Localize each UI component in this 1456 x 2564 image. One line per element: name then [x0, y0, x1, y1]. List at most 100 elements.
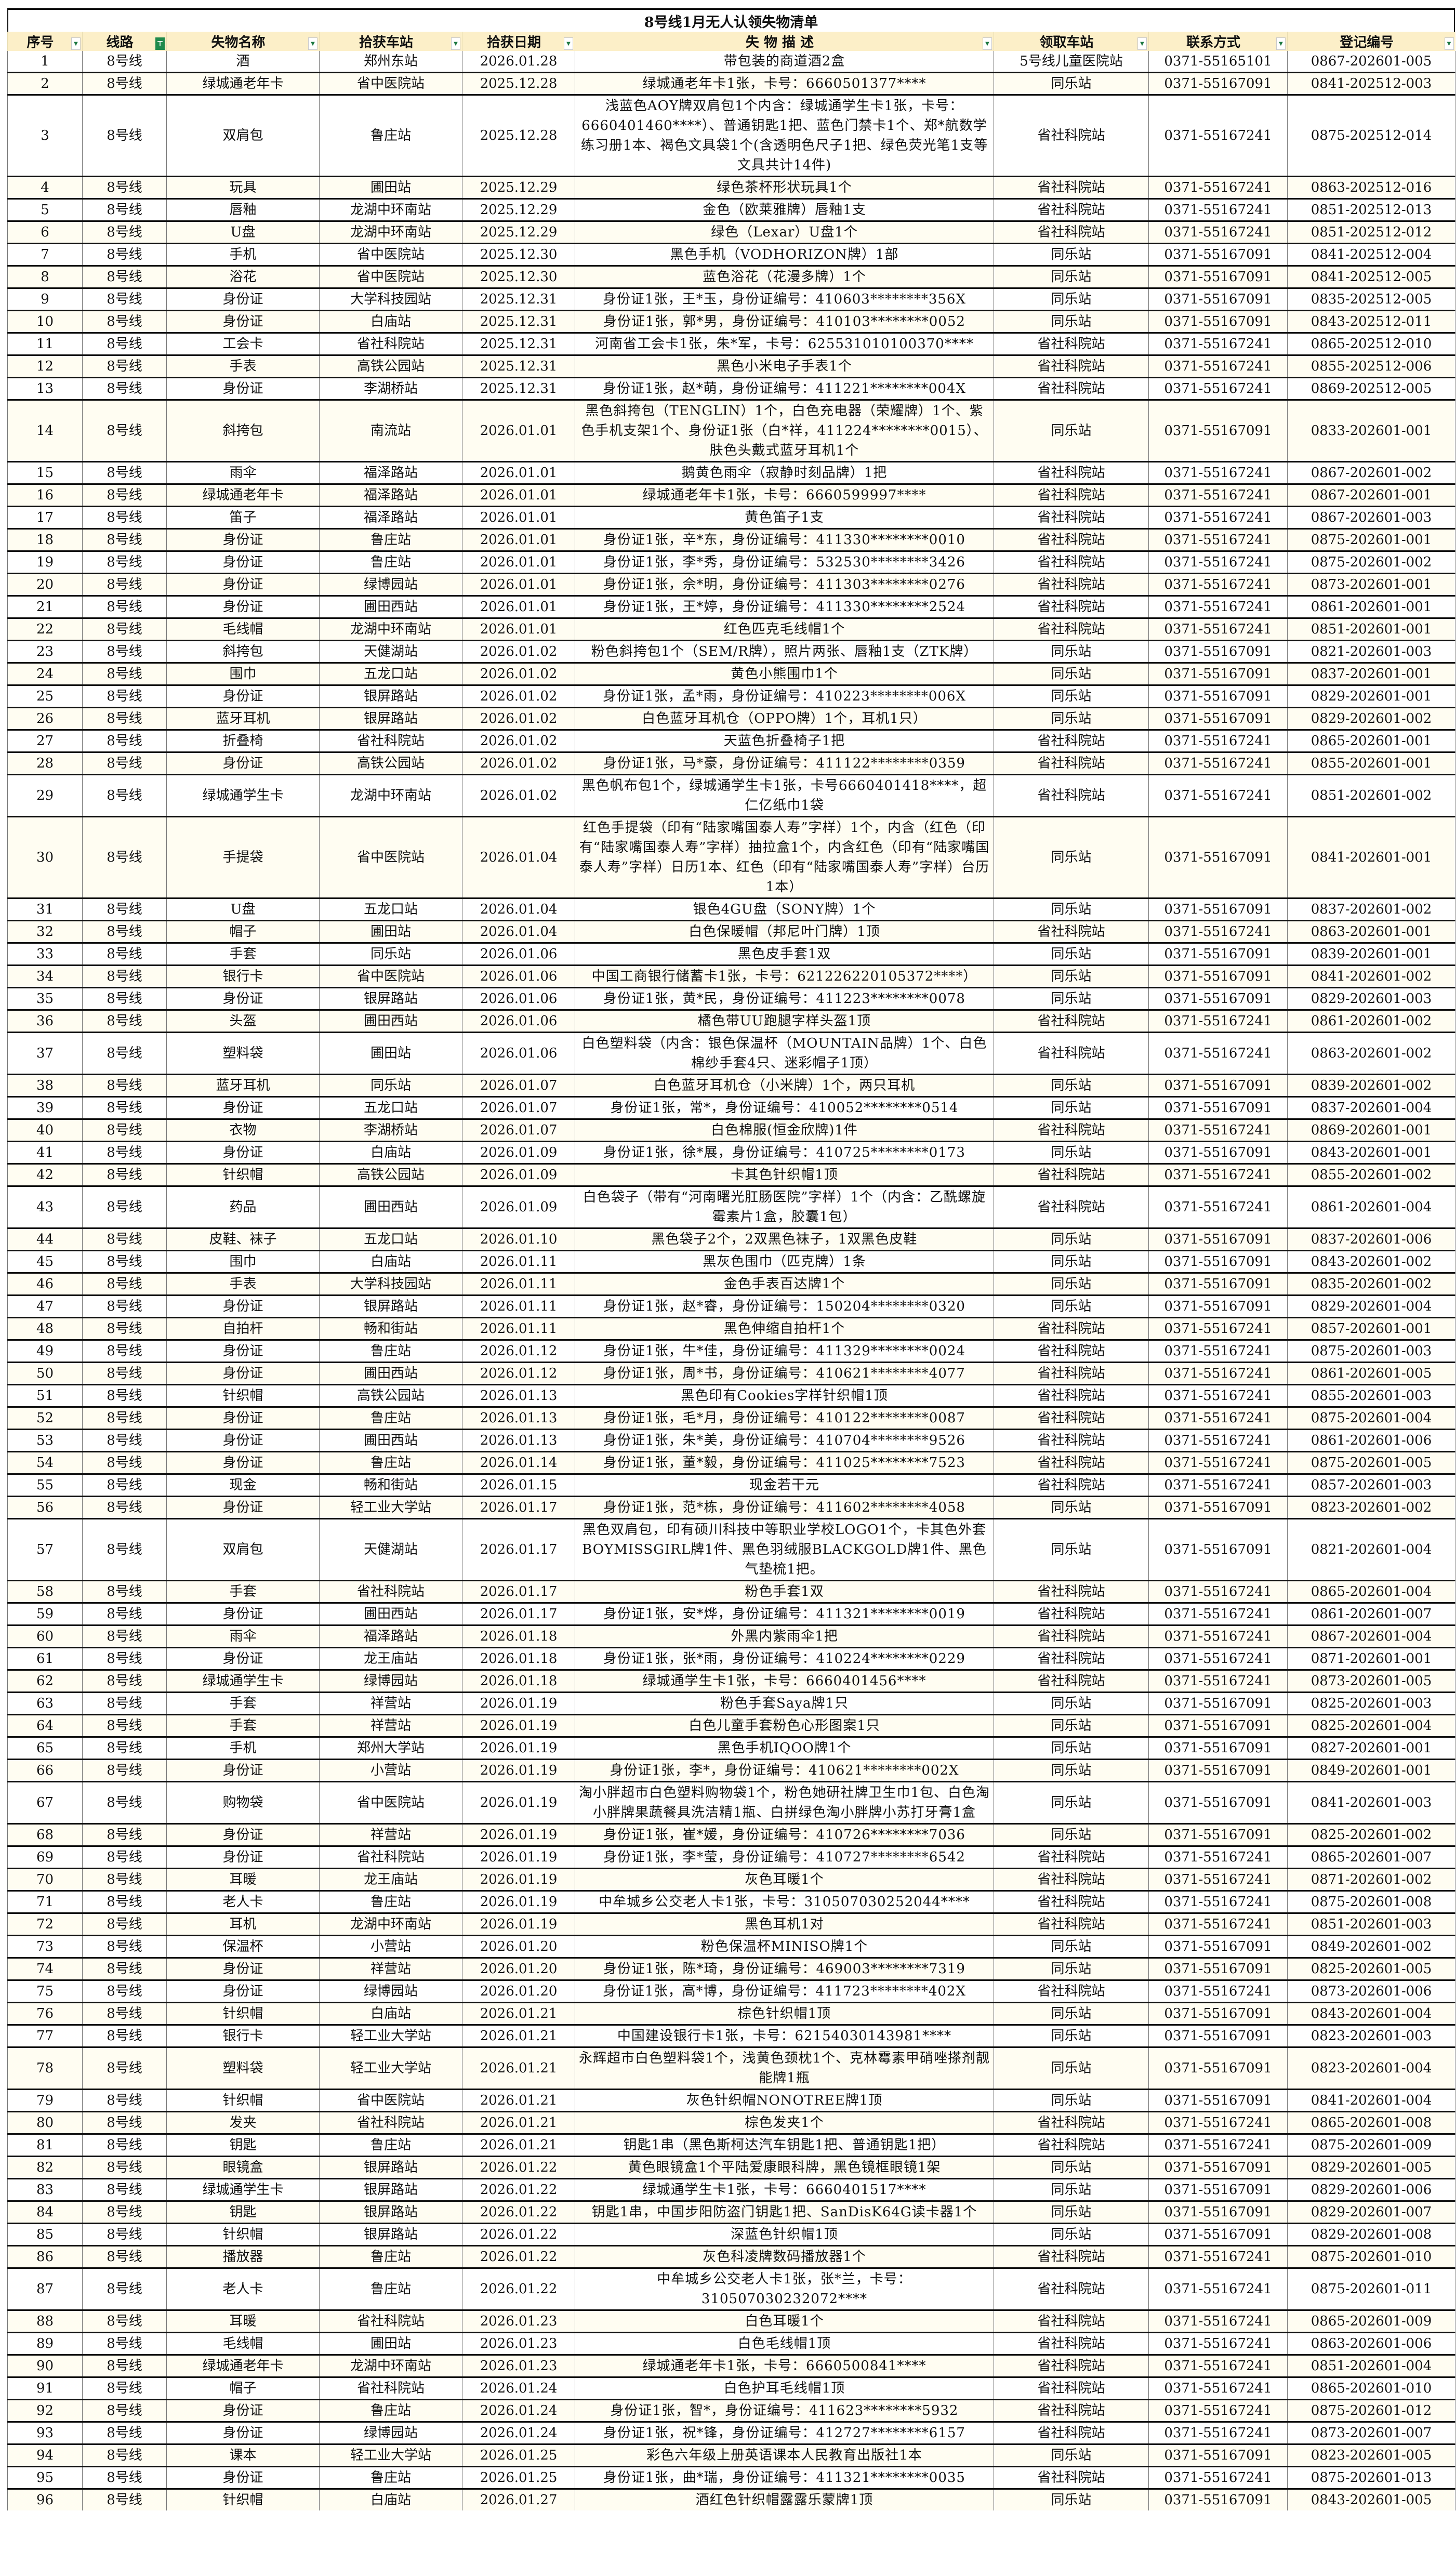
cell-line: 8号线	[82, 377, 167, 401]
cell-item-name: 购物袋	[166, 1781, 320, 1825]
table-row: 74 8号线 身份证 祥营站 2026.01.20 身份证1张，陈*琦，身份证编号：469…	[7, 1958, 1455, 1981]
cell-pickup-station: 省社科院站	[994, 1603, 1149, 1626]
cell-pickup-station: 省社科院站	[994, 1913, 1149, 1936]
cell-line: 8号线	[82, 965, 167, 988]
cell-line: 8号线	[82, 1737, 167, 1760]
cell-item-name: 绿城通学生卡	[166, 774, 320, 817]
cell-found-date: 2026.01.22	[462, 2201, 575, 2224]
cell-item-name: 身份证	[166, 1362, 320, 1385]
cell-pickup-station: 同乐站	[994, 2201, 1149, 2224]
cell-contact: 0371-55167241	[1148, 199, 1288, 222]
cell-found-station: 白庙站	[319, 1250, 462, 1274]
table-row: 60 8号线 雨伞 福泽路站 2026.01.18 外黑内紫雨伞1把 省社科院站 0371-5…	[7, 1625, 1455, 1648]
cell-found-date: 2025.12.31	[462, 333, 575, 356]
table-row: 5 8号线 唇釉 龙湖中环南站 2025.12.29 金色（欧莱雅牌）唇釉1支 省社科院站 0…	[7, 199, 1455, 222]
cell-contact: 0371-55167241	[1148, 1119, 1288, 1142]
cell-contact: 0371-55167241	[1148, 2268, 1288, 2311]
filter-funnel-icon[interactable]: ⊤	[155, 37, 165, 50]
cell-seq: 67	[7, 1781, 83, 1825]
cell-found-date: 2026.01.09	[462, 1141, 575, 1165]
cell-seq: 59	[7, 1603, 83, 1626]
dropdown-arrow-icon[interactable]: ▼	[1137, 37, 1147, 50]
dropdown-arrow-icon[interactable]: ▼	[308, 37, 317, 50]
cell-register-no: 0829-202601-004	[1287, 1295, 1455, 1318]
cell-register-no: 0825-202601-005	[1287, 1958, 1455, 1981]
dropdown-arrow-icon[interactable]: ▼	[71, 37, 81, 50]
cell-pickup-station: 省社科院站	[994, 1384, 1149, 1408]
cell-found-station: 省社科院站	[319, 1846, 462, 1869]
cell-line: 8号线	[82, 1496, 167, 1519]
cell-seq: 81	[7, 2134, 83, 2157]
cell-description: 黑色斜挎包（TENGLIN）1个，白色充电器（荣耀牌）1个、紫色手机支架1个、身…	[575, 400, 994, 462]
cell-pickup-station: 省社科院站	[994, 1186, 1149, 1229]
cell-line: 8号线	[82, 2377, 167, 2400]
table-row: 75 8号线 身份证 绿博园站 2026.01.20 身份证1张，高*博，身份证编号：41…	[7, 1980, 1455, 2003]
column-header-found-date[interactable]: 拾获日期 ▼	[462, 32, 575, 51]
cell-contact: 0371-55167091	[1148, 965, 1288, 988]
dropdown-arrow-icon[interactable]: ▼	[451, 37, 460, 50]
table-row: 56 8号线 身份证 轻工业大学站 2026.01.17 身份证1张，范*栋，身份证编号：…	[7, 1496, 1455, 1519]
cell-found-date: 2026.01.11	[462, 1250, 575, 1274]
column-header-pickup-station[interactable]: 领取车站 ▼	[994, 32, 1149, 51]
cell-description: 绿城通学生卡1张，卡号：6660401517****	[575, 2178, 994, 2202]
column-header-item-name[interactable]: 失物名称 ▼	[166, 32, 320, 51]
table-row: 3 8号线 双肩包 鲁庄站 2025.12.28 浅蓝色AOY牌双肩包1个内含：绿城通学生…	[7, 95, 1455, 177]
cell-found-station: 鲁庄站	[319, 551, 462, 574]
cell-contact: 0371-55167241	[1148, 1340, 1288, 1363]
column-header-register-no[interactable]: 登记编号 ▼	[1287, 32, 1455, 51]
table-row: 41 8号线 身份证 白庙站 2026.01.09 身份证1张，徐*展，身份证编号：410…	[7, 1141, 1455, 1165]
cell-line: 8号线	[82, 333, 167, 356]
table-row: 57 8号线 双肩包 天健湖站 2026.01.17 黑色双肩包，印有硕川科技中等职业学校…	[7, 1518, 1455, 1581]
cell-found-date: 2026.01.01	[462, 528, 575, 552]
cell-item-name: 身份证	[166, 1759, 320, 1782]
dropdown-arrow-icon[interactable]: ▼	[1444, 37, 1454, 50]
cell-description: 身份证1张，黄*民，身份证编号：411223********0078	[575, 987, 994, 1011]
cell-line: 8号线	[82, 1362, 167, 1385]
cell-seq: 69	[7, 1846, 83, 1869]
cell-register-no: 0843-202601-004	[1287, 2002, 1455, 2026]
cell-found-station: 福泽路站	[319, 506, 462, 530]
cell-seq: 35	[7, 987, 83, 1011]
column-header-contact[interactable]: 联系方式 ▼	[1148, 32, 1288, 51]
dropdown-arrow-icon[interactable]: ▼	[564, 37, 573, 50]
cell-contact: 0371-55167241	[1148, 752, 1288, 775]
cell-item-name: 玩具	[166, 176, 320, 200]
cell-found-date: 2026.01.25	[462, 2466, 575, 2490]
table-row: 34 8号线 银行卡 省中医院站 2026.01.06 中国工商银行储蓄卡1张，卡号：62…	[7, 965, 1455, 988]
cell-seq: 54	[7, 1451, 83, 1475]
cell-pickup-station: 省社科院站	[994, 1980, 1149, 2003]
column-header-label: 失物名称	[211, 35, 266, 50]
cell-seq: 90	[7, 2355, 83, 2378]
table-body: 1 8号线酒郑州东站 2026.01.28 带包装的商道酒2盒 5号线儿童医院站 0371…	[7, 51, 1455, 2510]
column-header-line[interactable]: 线路 ⊤	[82, 32, 167, 51]
cell-contact: 0371-55167241	[1148, 1032, 1288, 1075]
cell-register-no: 0825-202601-004	[1287, 1714, 1455, 1738]
cell-contact: 0371-55167091	[1148, 1250, 1288, 1274]
cell-seq: 27	[7, 730, 83, 753]
cell-line: 8号线	[82, 920, 167, 944]
cell-item-name: 斜挎包	[166, 640, 320, 664]
cell-register-no: 0829-202601-001	[1287, 685, 1455, 708]
cell-contact: 0371-55167241	[1148, 1407, 1288, 1430]
cell-pickup-station: 省社科院站	[994, 2422, 1149, 2445]
cell-item-name: 身份证	[166, 1429, 320, 1452]
column-header-description[interactable]: 失 物 描 述 ▼	[575, 32, 994, 51]
cell-found-station: 龙湖中环南站	[319, 774, 462, 817]
cell-item-name: 身份证	[166, 987, 320, 1011]
cell-seq: 45	[7, 1250, 83, 1274]
cell-item-name: 针织帽	[166, 2489, 320, 2510]
dropdown-arrow-icon[interactable]: ▼	[1276, 37, 1286, 50]
cell-item-name: 笛子	[166, 506, 320, 530]
cell-found-date: 2026.01.09	[462, 1164, 575, 1187]
cell-item-name: 耳机	[166, 1913, 320, 1936]
column-header-seq[interactable]: 序号 ▼	[7, 32, 83, 51]
cell-line: 8号线	[82, 1096, 167, 1120]
column-header-found-station[interactable]: 拾获车站 ▼	[319, 32, 462, 51]
cell-description: 灰色耳暖1个	[575, 1868, 994, 1892]
cell-found-station: 龙湖中环南站	[319, 2355, 462, 2378]
cell-seq: 65	[7, 1737, 83, 1760]
cell-pickup-station: 省社科院站	[994, 1474, 1149, 1497]
dropdown-arrow-icon[interactable]: ▼	[983, 37, 992, 50]
cell-contact: 0371-55167091	[1148, 72, 1288, 96]
cell-found-station: 郑州东站	[319, 51, 462, 73]
